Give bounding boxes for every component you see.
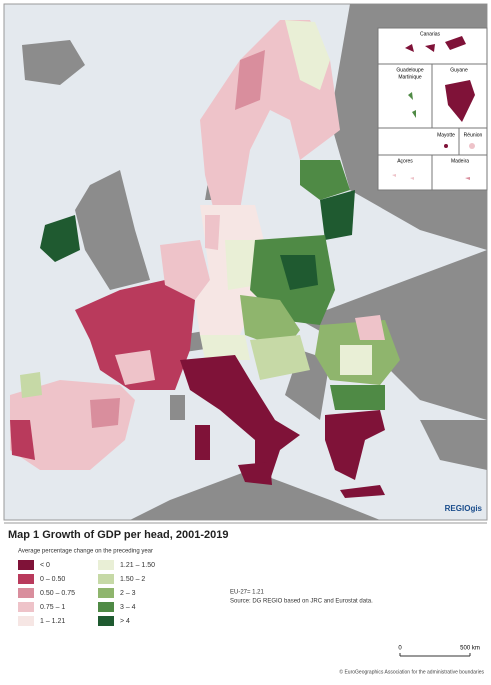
inset-label: Açores	[397, 158, 413, 164]
region	[195, 425, 210, 460]
inset-label: Martinique	[398, 74, 422, 80]
region	[20, 372, 42, 398]
region	[205, 215, 220, 250]
region	[250, 335, 310, 380]
legend-label: 1 – 1.21	[40, 618, 65, 625]
inset-label: Réunion	[464, 132, 483, 138]
region	[238, 462, 272, 485]
region	[170, 395, 185, 420]
inset-label: Madeira	[451, 158, 469, 164]
inset-label: Canarias	[420, 31, 441, 37]
legend: < 0 0 – 0.50 0.50 – 0.75 0.75 – 1 1 – 1.21 1.…	[18, 560, 155, 626]
region	[235, 50, 265, 110]
legend-swatch	[18, 588, 34, 598]
legend-swatch	[98, 616, 114, 626]
region	[340, 485, 385, 498]
region	[325, 410, 385, 480]
map: Canarias Guadeloupe Martinique Guyane Ma…	[3, 3, 488, 521]
region	[75, 280, 195, 390]
source: Source: DG REGIO based on JRC and Eurost…	[230, 599, 373, 605]
legend-swatch	[98, 602, 114, 612]
region	[355, 315, 385, 340]
island	[469, 143, 475, 149]
region	[160, 240, 210, 300]
scale-label: 0	[398, 646, 402, 652]
legend-label: > 4	[120, 618, 130, 625]
island	[408, 92, 416, 118]
legend-label: 0.75 – 1	[40, 604, 65, 611]
region	[280, 255, 318, 290]
region	[320, 190, 355, 240]
legend-swatch	[18, 574, 34, 584]
legend-label: 2 – 3	[120, 590, 136, 597]
legend-swatch	[98, 574, 114, 584]
legend-label: 1.21 – 1.50	[120, 562, 155, 569]
legend-label: 1.50 – 2	[120, 576, 145, 583]
inset-label: Guadeloupe	[396, 67, 423, 73]
island	[465, 177, 470, 180]
region	[330, 385, 385, 410]
region	[115, 350, 155, 385]
legend-label: 3 – 4	[120, 604, 136, 611]
region	[285, 20, 330, 90]
logo: REGIOgis	[445, 504, 483, 513]
copyright: © EuroGeographics Association for the ad…	[339, 668, 484, 675]
subtitle: Average percentage change on the precedi…	[18, 549, 153, 555]
note: EU-27= 1.21	[230, 590, 265, 596]
region	[225, 240, 258, 290]
inset-label: Guyane	[450, 67, 468, 73]
region	[340, 345, 372, 375]
island	[444, 144, 448, 148]
legend-swatch	[18, 560, 34, 570]
non-eu-land	[22, 4, 487, 520]
island	[405, 36, 466, 52]
region	[300, 160, 350, 200]
region	[240, 295, 300, 350]
legend-label: < 0	[40, 562, 50, 569]
region	[10, 420, 35, 460]
legend-swatch	[18, 602, 34, 612]
inset-label: Mayotte	[437, 132, 455, 138]
region	[200, 335, 250, 360]
region	[90, 398, 120, 428]
legend-swatch	[18, 616, 34, 626]
island	[445, 80, 475, 122]
legend-swatch	[98, 588, 114, 598]
scale-label: 500 km	[460, 646, 480, 652]
legend-label: 0 – 0.50	[40, 576, 65, 583]
island	[392, 174, 414, 180]
region	[180, 355, 300, 480]
region	[40, 215, 80, 262]
title: Map 1 Growth of GDP per head, 2001-2019	[8, 529, 228, 541]
legend-swatch	[98, 560, 114, 570]
legend-label: 0.50 – 0.75	[40, 590, 75, 597]
